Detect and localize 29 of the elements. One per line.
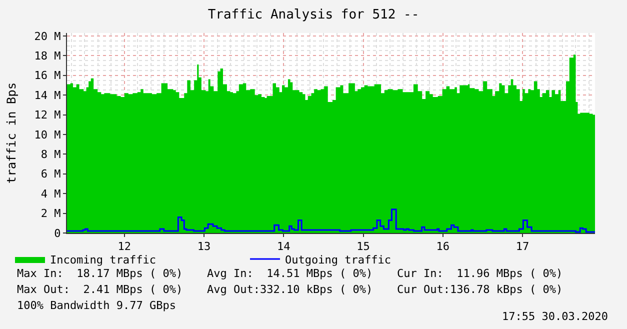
y-tick-label: 6 M [40, 168, 62, 181]
text: 100% Bandwidth 9.77 GBps [17, 299, 176, 312]
y-tick-label: 18 M [34, 50, 62, 63]
x-tick-label: 16 [436, 240, 450, 254]
text: 17:55 30.03.2020 [502, 310, 608, 323]
x-tick-label: 13 [197, 240, 211, 254]
x-tick-label: 14 [277, 240, 291, 254]
text: Cur In: 11.96 MBps ( 0%) [397, 267, 563, 280]
y-tick-label: 4 M [40, 187, 62, 200]
legend-label: Incoming traffic [50, 253, 156, 266]
x-tick-label: 15 [356, 240, 370, 254]
y-tick-label: 14 M [34, 88, 62, 102]
text: Avg In: 14.51 MBps ( 0%) [207, 267, 373, 280]
chart-title: Traffic Analysis for 512 -- [208, 8, 420, 23]
text: Max Out: 2.41 MBps ( 0%) [17, 283, 183, 296]
y-tick-label: 2 M [40, 207, 62, 220]
text: Max In: 18.17 MBps ( 0%) [17, 267, 183, 280]
y-tick-label: 10 M [34, 128, 62, 142]
y-tick-label: 16 M [34, 69, 62, 82]
legend-label: Outgoing traffic [285, 253, 391, 266]
y-axis-title: traffic in Bps [4, 82, 19, 184]
text: Cur Out:136.78 kBps ( 0%) [397, 283, 563, 296]
y-tick-label: 12 M [34, 108, 62, 122]
y-tick-label: 0 [54, 226, 61, 240]
y-tick-label: 20 M [34, 30, 62, 43]
text: Avg Out:332.10 kBps ( 0%) [207, 283, 373, 296]
x-tick-label: 17 [516, 240, 530, 254]
x-tick-label: 12 [118, 240, 132, 254]
y-tick-label: 8 M [40, 148, 62, 162]
